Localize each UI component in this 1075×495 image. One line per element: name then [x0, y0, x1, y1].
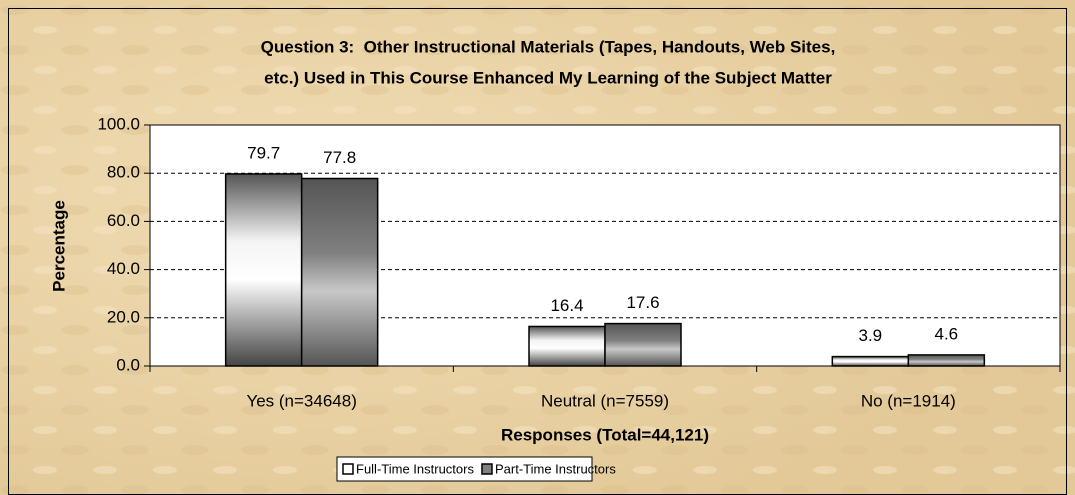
- data-label: 79.7: [247, 143, 280, 162]
- chart-title: etc.) Used in This Course Enhanced My Le…: [264, 68, 832, 87]
- x-tick-label: Yes (n=34648): [246, 391, 356, 410]
- data-label: 16.4: [550, 296, 583, 315]
- bar: [604, 322, 682, 367]
- legend-swatch: [342, 463, 354, 475]
- bar: [224, 173, 303, 367]
- legend-label: Part-Time Instructors: [495, 461, 616, 476]
- y-axis-title: Percentage: [49, 200, 68, 292]
- legend-box: [336, 456, 593, 482]
- y-tick-label: 0.0: [116, 355, 140, 374]
- bar: [300, 177, 379, 367]
- y-tick-label: 60.0: [107, 211, 140, 230]
- legend-swatch: [481, 463, 493, 475]
- y-tick-label: 100.0: [97, 114, 140, 133]
- y-tick-label: 40.0: [107, 259, 140, 278]
- y-tick-label: 80.0: [107, 163, 140, 182]
- legend-label: Full-Time Instructors: [356, 461, 474, 476]
- x-tick-label: No (n=1914): [861, 391, 956, 410]
- data-label: 17.6: [626, 293, 659, 312]
- data-label: 4.6: [935, 324, 959, 343]
- bar: [528, 325, 606, 367]
- x-tick-label: Neutral (n=7559): [541, 391, 669, 410]
- chart-title: Question 3: Other Instructional Material…: [261, 37, 836, 56]
- x-axis-title: Responses (Total=44,121): [501, 425, 709, 444]
- data-label: 3.9: [859, 326, 883, 345]
- y-tick-label: 20.0: [107, 307, 140, 326]
- bar: [907, 354, 986, 367]
- data-label: 77.8: [323, 148, 356, 167]
- bar: [831, 355, 910, 367]
